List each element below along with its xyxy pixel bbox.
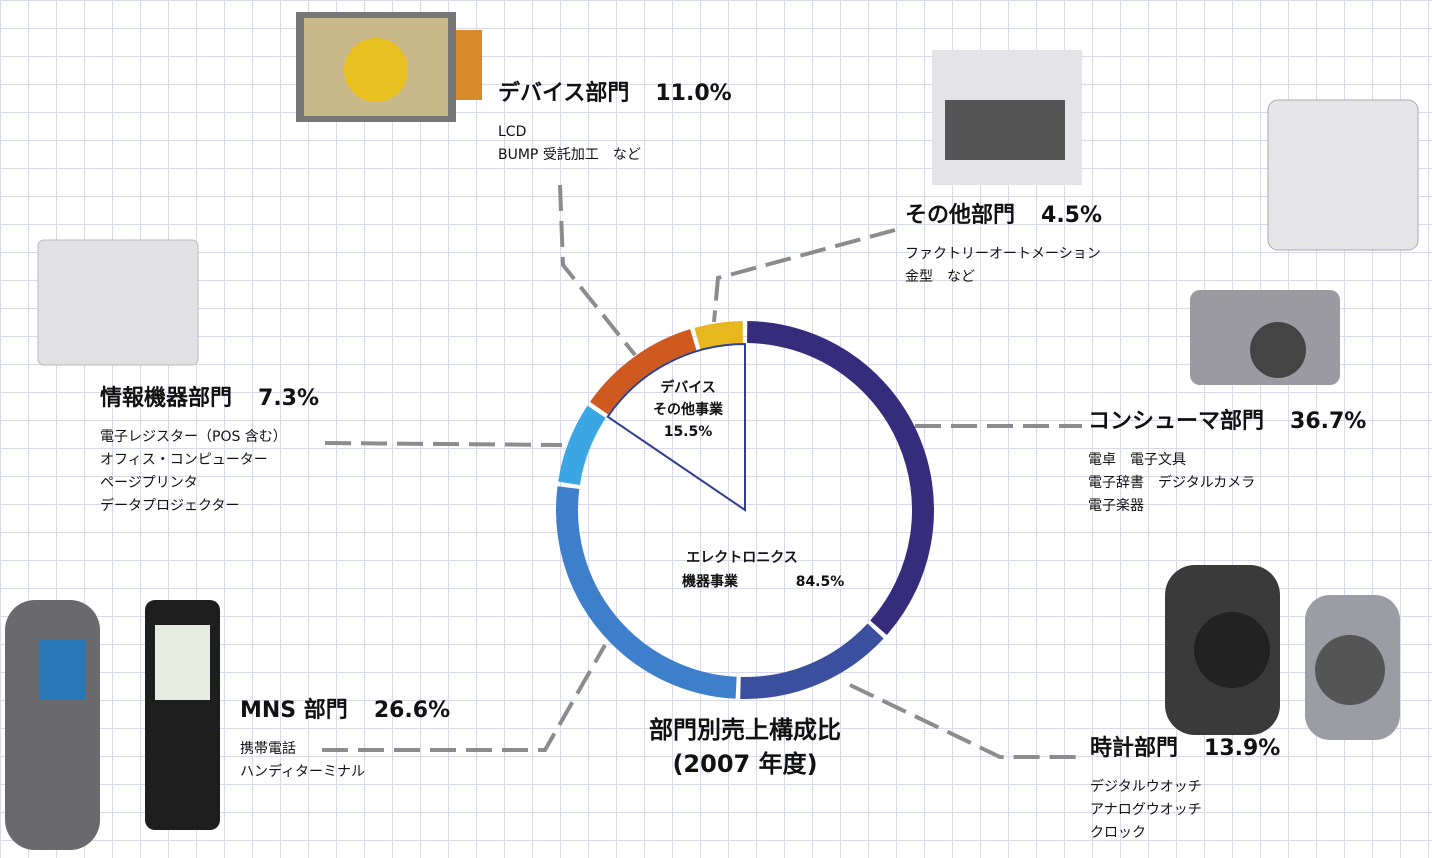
segment-description: ファクトリーオートメーション <box>905 246 1101 262</box>
leader-line <box>714 230 895 322</box>
chart-title: 部門別売上構成比 <box>649 716 841 744</box>
chart: 部門別売上構成比 (2007 年度) デバイスその他事業 15.5% エレクトロニク… <box>0 0 1432 858</box>
segment-label: 時計部門 13.9% <box>1090 735 1280 761</box>
photo-printer <box>38 240 198 365</box>
photo-lcd <box>296 12 482 122</box>
group-label: 機器事業 <box>682 573 739 590</box>
leader-line <box>325 443 562 445</box>
segment-name: MNS 部門 <box>240 697 348 723</box>
photo-phones <box>5 600 220 850</box>
segment-description: 電子辞書 デジタルカメラ <box>1088 474 1255 491</box>
segment-description: オフィス・コンピューター <box>100 452 268 468</box>
segment-value: 11.0% <box>655 81 731 106</box>
segment-value: 36.7% <box>1290 409 1366 434</box>
segment-name: その他部門 <box>905 202 1015 228</box>
group-label: その他事業 <box>653 401 724 418</box>
segment-description: デジタルウオッチ <box>1090 778 1202 795</box>
segment-label: その他部門 4.5% <box>905 202 1102 228</box>
group-label: エレクトロニクス <box>686 550 798 566</box>
segment-description: 携帯電話 <box>240 740 296 757</box>
segment-description: データプロジェクター <box>100 497 239 514</box>
segment-description: LCD <box>498 124 526 140</box>
segment-description: アナログウオッチ <box>1090 802 1202 818</box>
segment-description: BUMP 受託加工 など <box>498 147 641 163</box>
group-value: 84.5% <box>796 574 845 590</box>
segment-label: 情報機器部門 7.3% <box>100 385 319 411</box>
segment-description: ハンディターミナル <box>240 763 365 780</box>
segment-description: 電卓 電子文具 <box>1088 452 1186 468</box>
segment-value: 26.6% <box>374 698 450 723</box>
page: 部門別売上構成比 (2007 年度) デバイスその他事業 15.5% エレクトロニク… <box>0 0 1432 858</box>
donut-segment <box>569 412 597 484</box>
photo-camera <box>1190 290 1340 385</box>
segment-name: 時計部門 <box>1090 735 1178 761</box>
segment-label: MNS 部門 26.6% <box>240 697 450 723</box>
donut-segment <box>740 631 875 688</box>
segment-name: 情報機器部門 <box>100 385 232 411</box>
leader-line <box>560 185 635 355</box>
segment-label: コンシューマ部門 36.7% <box>1088 408 1366 434</box>
segment-label: デバイス部門 11.0% <box>498 80 732 106</box>
segment-name: デバイス部門 <box>498 80 629 106</box>
segment-description: ページプリンタ <box>100 475 198 491</box>
donut-segment <box>697 332 742 338</box>
photo-watches <box>1165 565 1400 740</box>
photo-machine <box>932 50 1082 185</box>
leader-line <box>322 645 605 750</box>
segment-description: 電子レジスター（POS 含む） <box>100 429 287 445</box>
segment-description: 金型 など <box>905 269 975 285</box>
donut-segment <box>599 340 693 408</box>
segment-description: 電子楽器 <box>1088 498 1144 514</box>
group-label: デバイス <box>660 379 716 396</box>
leader-line <box>850 685 1085 757</box>
chart-subtitle: (2007 年度) <box>672 750 817 778</box>
segment-description: クロック <box>1090 825 1146 841</box>
segment-value: 13.9% <box>1204 736 1280 761</box>
segment-name: コンシューマ部門 <box>1088 408 1264 434</box>
segment-value: 4.5% <box>1041 203 1102 228</box>
photo-dictionary <box>1268 100 1418 250</box>
segment-value: 7.3% <box>258 386 319 411</box>
group-value: 15.5% <box>664 424 713 440</box>
